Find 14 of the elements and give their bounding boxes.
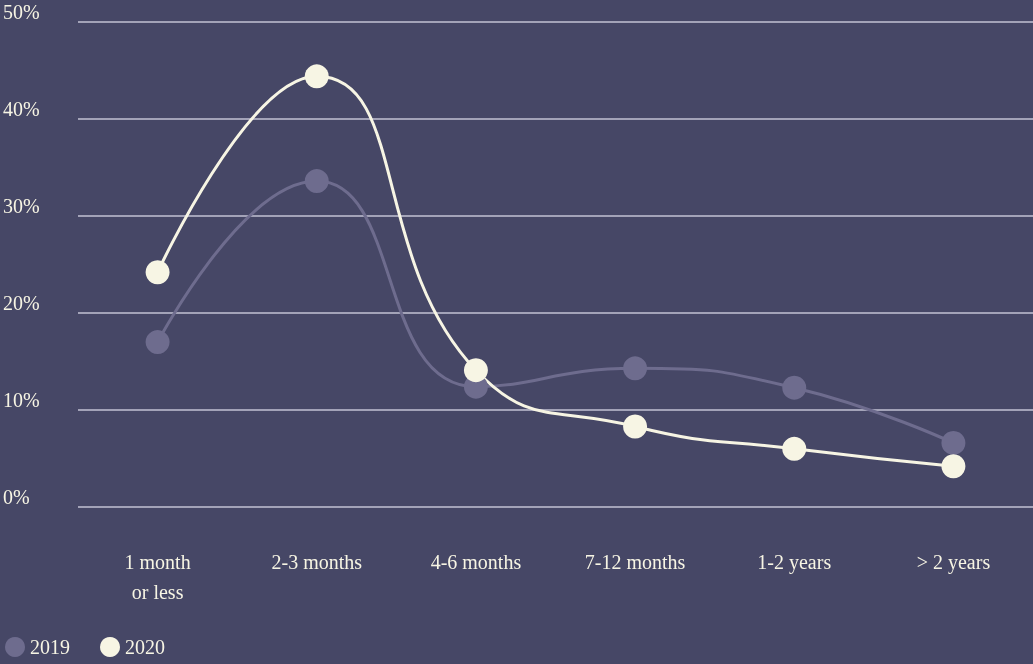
- y-tick-label: 20%: [3, 292, 40, 314]
- legend-label: 2020: [125, 636, 165, 658]
- x-tick-label: 4-6 months: [430, 551, 522, 573]
- x-tick-label: > 2 years: [916, 551, 991, 574]
- x-tick-label: 2-3 months: [271, 551, 363, 573]
- y-tick-label: 30%: [3, 195, 40, 217]
- y-tick-label: 50%: [3, 1, 40, 23]
- y-tick-label: 10%: [3, 389, 40, 411]
- legend-label: 2019: [30, 636, 70, 658]
- x-tick-label: 1 month or less: [124, 551, 191, 603]
- x-tick-label: 7-12 months: [584, 551, 686, 573]
- x-tick-label: 1-2 years: [757, 551, 832, 574]
- y-tick-label: 0%: [3, 486, 30, 508]
- y-tick-label: 40%: [3, 98, 40, 120]
